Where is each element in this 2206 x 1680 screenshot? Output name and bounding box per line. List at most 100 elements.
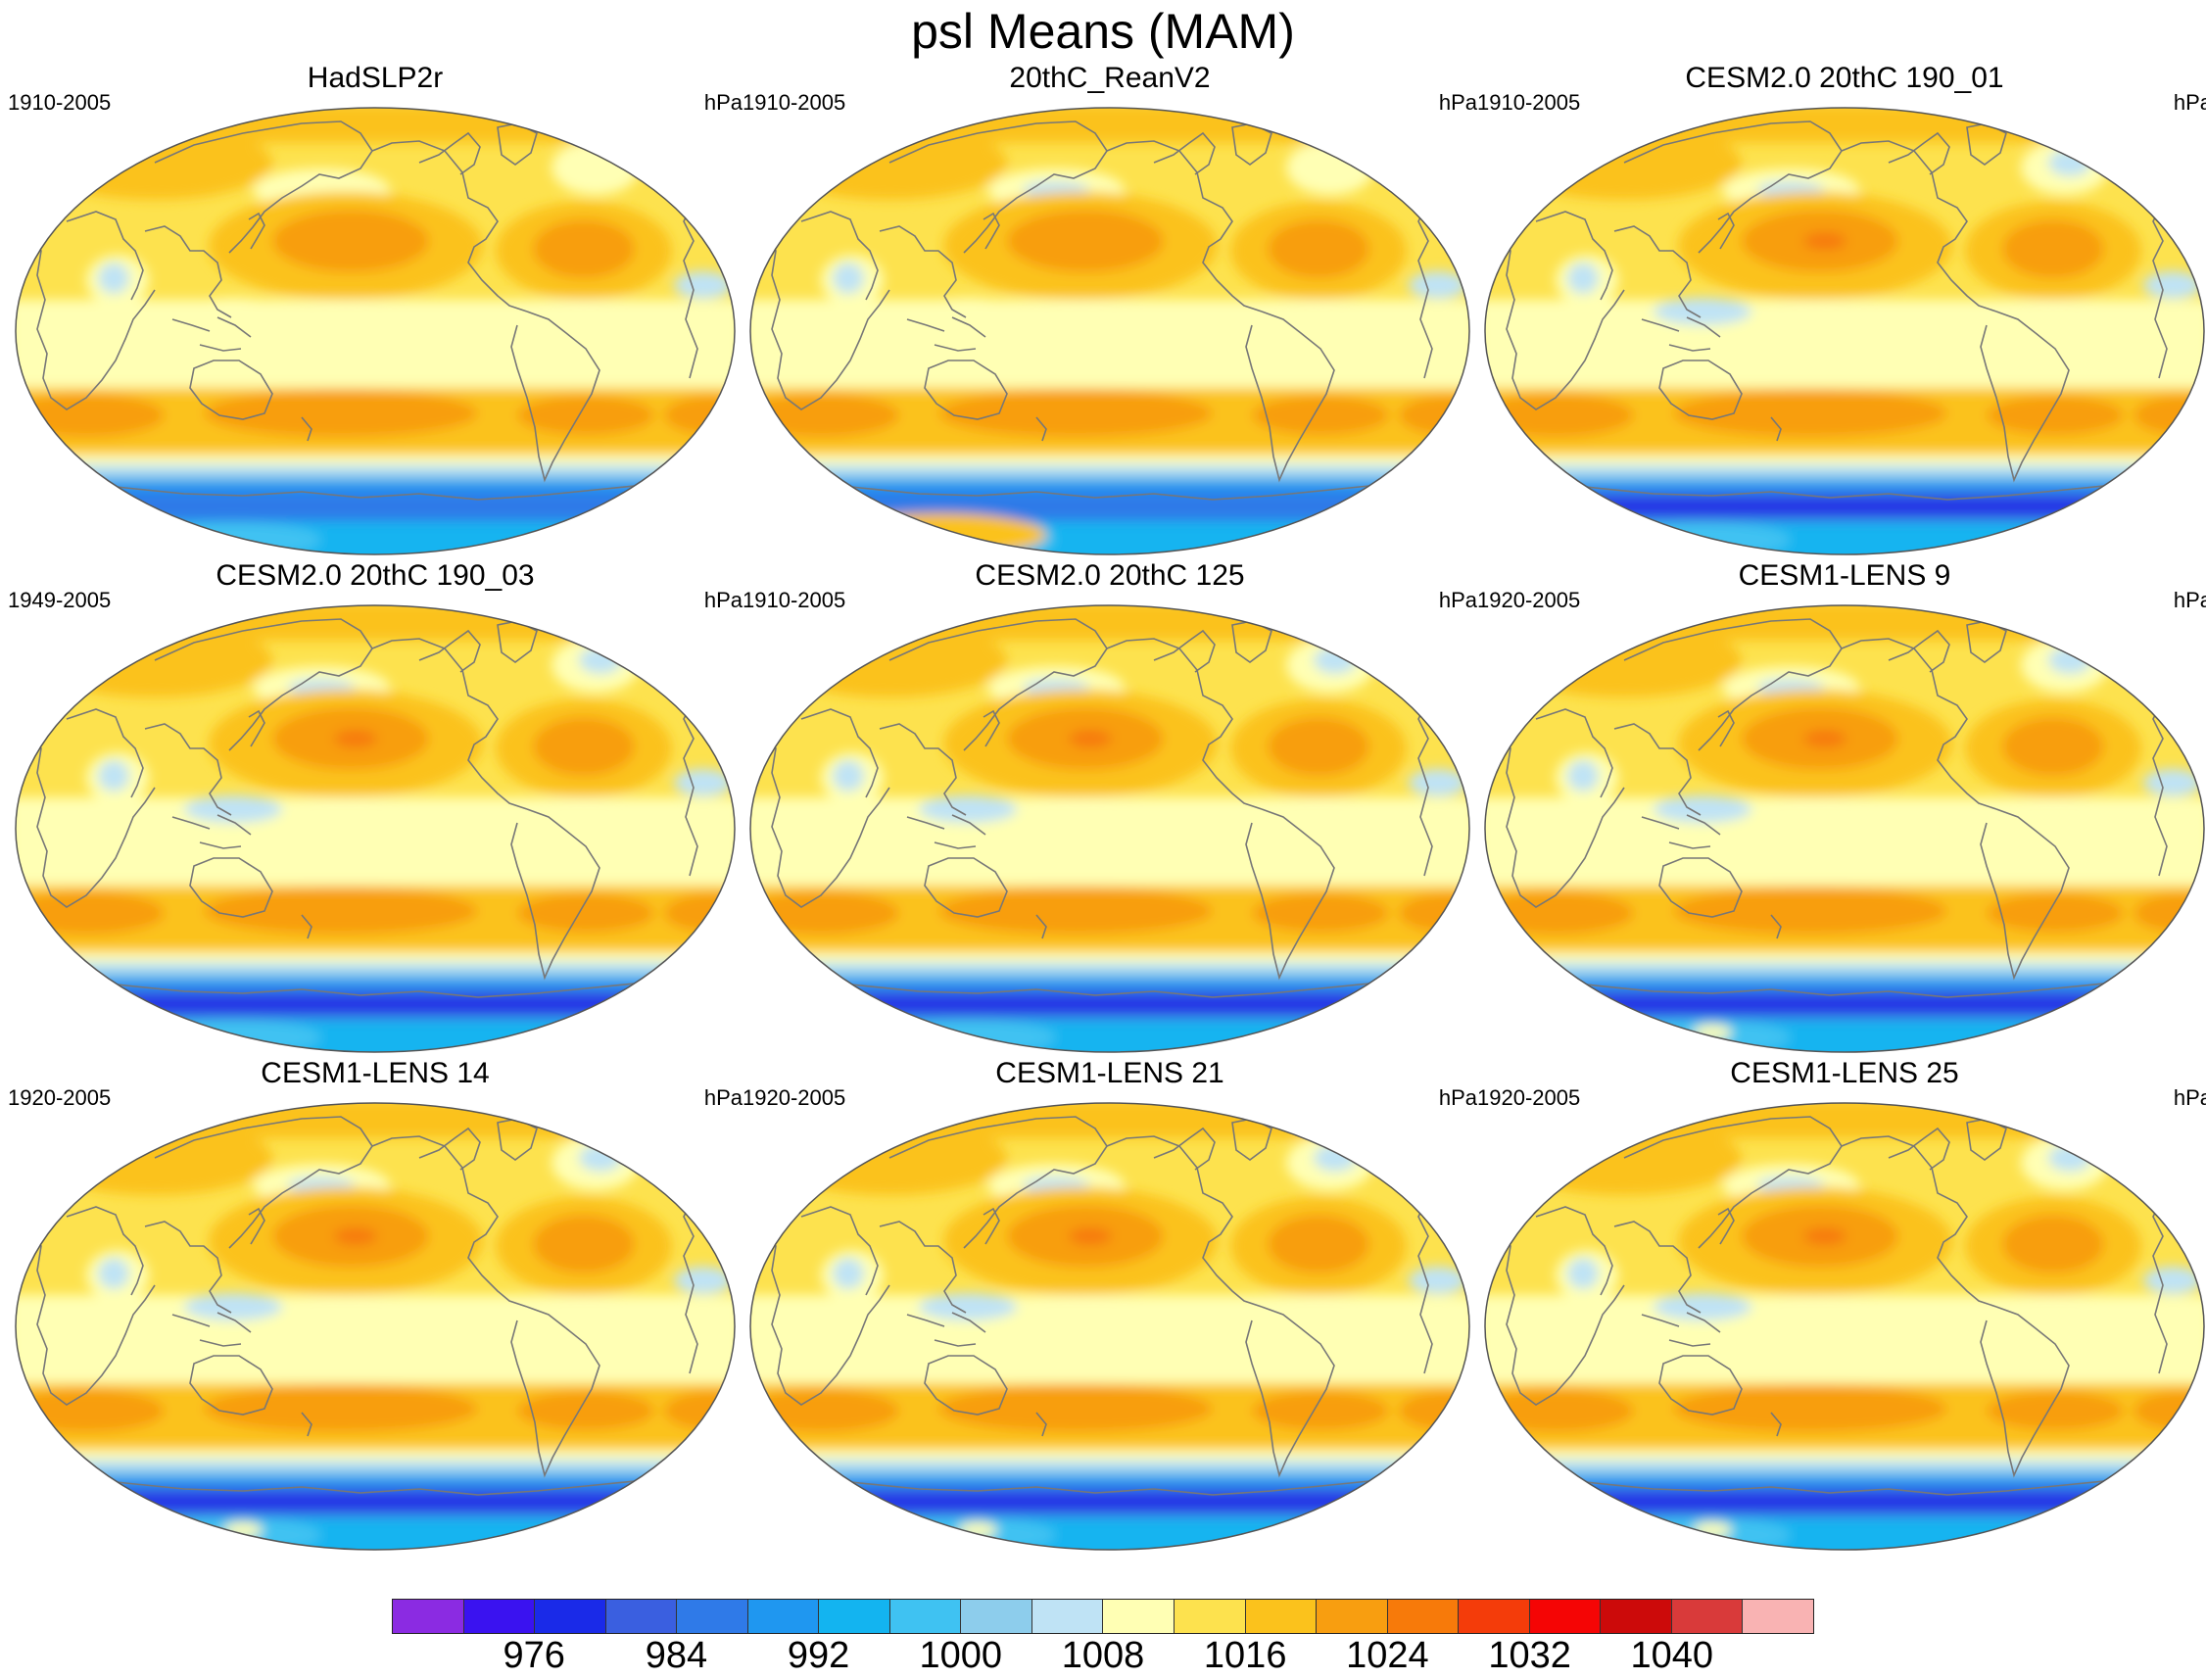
coastline — [144, 225, 232, 318]
indian-low-core — [833, 760, 864, 792]
coastline — [1613, 225, 1702, 318]
panel-title: 20thC_ReanV2 — [1009, 62, 1211, 94]
coastline — [2152, 201, 2168, 379]
coastline — [66, 1475, 655, 1496]
sh-high-atlantic — [517, 1391, 654, 1430]
icelandic-low — [552, 140, 640, 195]
coastline — [983, 1207, 1000, 1245]
coastline — [1535, 1475, 2125, 1496]
psl-band — [1485, 605, 2204, 641]
tropical-band — [750, 300, 1469, 388]
colorbar-tick-label: 1040 — [1630, 1635, 1714, 1676]
coastline — [418, 629, 481, 673]
panel-units: hPa — [2173, 1085, 2206, 1110]
colorbar-cell — [1175, 1600, 1246, 1633]
antarctica — [750, 1019, 1469, 1052]
psl-band — [16, 108, 735, 143]
indian-low-core — [1567, 1258, 1599, 1289]
tropical-band — [16, 797, 735, 886]
antarctica — [16, 1019, 735, 1052]
n-pacific-high-peak — [1803, 1227, 1846, 1245]
map-fill — [750, 605, 1469, 1052]
coastline — [1770, 1412, 1782, 1437]
southern-ocean-992 — [750, 970, 1469, 980]
coastline — [1980, 311, 2070, 483]
antarctica — [16, 1516, 735, 1550]
sh-high-atlantic — [1987, 396, 2124, 435]
psl-map — [1484, 604, 2205, 1053]
coastline — [301, 914, 312, 939]
psl-map — [1484, 107, 2205, 555]
map-outline — [1484, 604, 2205, 1053]
coastline — [1535, 480, 2125, 501]
southern-ocean-984 — [750, 1475, 1469, 1489]
southern-ocean-984 — [16, 480, 735, 494]
coastline — [66, 1206, 144, 1296]
colorbar-cell — [535, 1600, 606, 1633]
sh-high-indian — [750, 1389, 899, 1432]
panel-title: CESM2.0 20thC 190_03 — [216, 559, 535, 592]
coastlines — [759, 618, 1433, 998]
atlantic-trop — [1409, 271, 1467, 299]
tropical-band — [1485, 797, 2204, 886]
icelandic-low-core — [579, 1144, 622, 1172]
coastline — [171, 316, 252, 352]
map-panel-cesm1-lens-25: CESM1-LENS 25 1920-2005 hPa — [1477, 1056, 2206, 1556]
maritime-low — [184, 795, 282, 823]
azores-high-core — [533, 219, 635, 278]
coastline — [1106, 1135, 1263, 1308]
colorbar-cell — [677, 1600, 748, 1633]
southern-ocean-core — [1485, 997, 2204, 1011]
coastline — [1535, 211, 1613, 301]
coastline — [1717, 709, 1735, 747]
azores-high-core — [2002, 219, 2104, 278]
coastline — [924, 1355, 1008, 1416]
colorbar-cell — [1671, 1600, 1744, 1633]
map-fill — [750, 108, 1469, 554]
coastline — [371, 638, 528, 810]
sh-high-atlantic — [1987, 1391, 2124, 1430]
southern-ocean-1000 — [16, 1460, 735, 1469]
map-fill — [1485, 1103, 2204, 1550]
icelandic-low-core — [2048, 1144, 2091, 1172]
atlantic-trop — [1409, 1267, 1467, 1294]
map-outline — [749, 1102, 1470, 1551]
map-outline — [749, 107, 1470, 555]
indian-low-core — [98, 760, 129, 792]
coastline — [1153, 629, 1216, 673]
coastline — [800, 1206, 879, 1296]
map-fill — [1485, 108, 2204, 554]
southern-ocean-992 — [16, 472, 735, 482]
sh-high-pacific — [1673, 390, 1947, 437]
coastline — [1641, 814, 1721, 849]
panel-period: 1920-2005 — [8, 1085, 112, 1110]
panel-units: hPa — [2173, 588, 2206, 612]
sh-high-atlantic — [517, 396, 654, 435]
coastlines — [759, 1116, 1433, 1496]
antarctica — [750, 1516, 1469, 1550]
indian-low-core — [833, 263, 864, 294]
coastline — [888, 1116, 1108, 1249]
tropical-band — [1485, 1295, 2204, 1383]
colorbar-cell — [1459, 1600, 1530, 1633]
sh-high-pacific — [1673, 1385, 1947, 1432]
maritime-low — [1654, 795, 1751, 823]
coastline — [1717, 212, 1735, 250]
colorbar-tick-label: 1024 — [1346, 1635, 1429, 1676]
azores-high-core — [1268, 717, 1369, 776]
antarctica — [16, 521, 735, 554]
panel-units: hPa — [703, 588, 743, 612]
coastline — [1841, 140, 1997, 312]
southern-ocean-984 — [16, 978, 735, 991]
antarctica — [750, 521, 1469, 554]
southern-ocean-1000 — [16, 464, 735, 474]
coastline — [66, 211, 144, 301]
azores-high-core — [1268, 1215, 1369, 1273]
coastline — [248, 1207, 265, 1245]
panel-units: hPa — [703, 1085, 743, 1110]
coastline — [510, 311, 600, 483]
coastlines — [24, 1116, 698, 1496]
psl-map — [15, 1102, 736, 1551]
sh-high-pacific — [938, 390, 1213, 437]
panel-title: CESM1-LENS 14 — [261, 1057, 490, 1089]
